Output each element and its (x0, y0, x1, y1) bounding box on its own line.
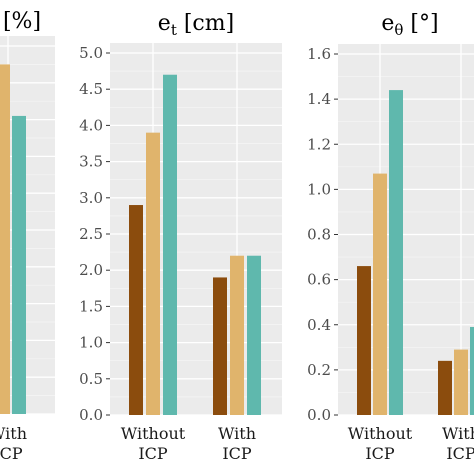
bar (129, 205, 143, 415)
x-tick-label: Without (348, 424, 413, 443)
panel-2 (110, 43, 282, 416)
bar (389, 90, 403, 415)
y-tick-label: 1.6 (307, 45, 331, 63)
y-tick-label: 0.4 (307, 316, 331, 334)
y-tick-label: 0.2 (307, 361, 331, 379)
bar (454, 349, 468, 415)
x-tick-label: ICP (365, 444, 395, 463)
x-tick-label: ICP (138, 444, 168, 463)
y-tick-label: 1.2 (307, 135, 331, 153)
y-tick-label: 0.8 (307, 226, 331, 244)
y-tick-label: 0.6 (307, 271, 331, 289)
bar (357, 266, 371, 415)
x-tick-label: With (0, 424, 27, 443)
bar (12, 115, 26, 415)
panel-2-title: et [cm] (158, 11, 234, 39)
y-tick-label: 3.5 (79, 153, 103, 171)
bar (438, 360, 452, 415)
x-tick-label: ICP (446, 444, 474, 463)
bar (146, 132, 160, 415)
bar (213, 277, 227, 415)
panel-3-title: eθ [°] (381, 11, 438, 39)
bar (373, 173, 387, 415)
y-tick-label: 2.5 (79, 225, 103, 243)
x-tick-label: ICP (0, 444, 23, 463)
y-tick-label: 0.0 (307, 406, 331, 424)
bar (230, 255, 244, 415)
bar (470, 327, 474, 415)
y-tick-label: 4.0 (79, 116, 103, 134)
y-tick-label: 1.0 (79, 334, 103, 352)
panel-1-title: e [%] (0, 9, 41, 34)
x-tick-label: With (442, 424, 474, 443)
y-tick-label: 1.5 (79, 297, 103, 315)
panel-3 (338, 44, 474, 416)
x-tick-label: With (218, 424, 256, 443)
bar (163, 74, 177, 415)
y-tick-label: 0.0 (79, 406, 103, 424)
y-tick-label: 1.0 (307, 180, 331, 198)
y-tick-label: 1.4 (307, 90, 331, 108)
bar (247, 255, 261, 415)
x-tick-label: ICP (222, 444, 252, 463)
y-tick-label: 4.5 (79, 80, 103, 98)
y-tick-label: 5.0 (79, 44, 103, 62)
y-tick-label: 0.5 (79, 370, 103, 388)
y-tick-label: 2.0 (79, 261, 103, 279)
x-tick-label: Without (121, 424, 186, 443)
bar (0, 64, 10, 415)
y-tick-label: 3.0 (79, 189, 103, 207)
